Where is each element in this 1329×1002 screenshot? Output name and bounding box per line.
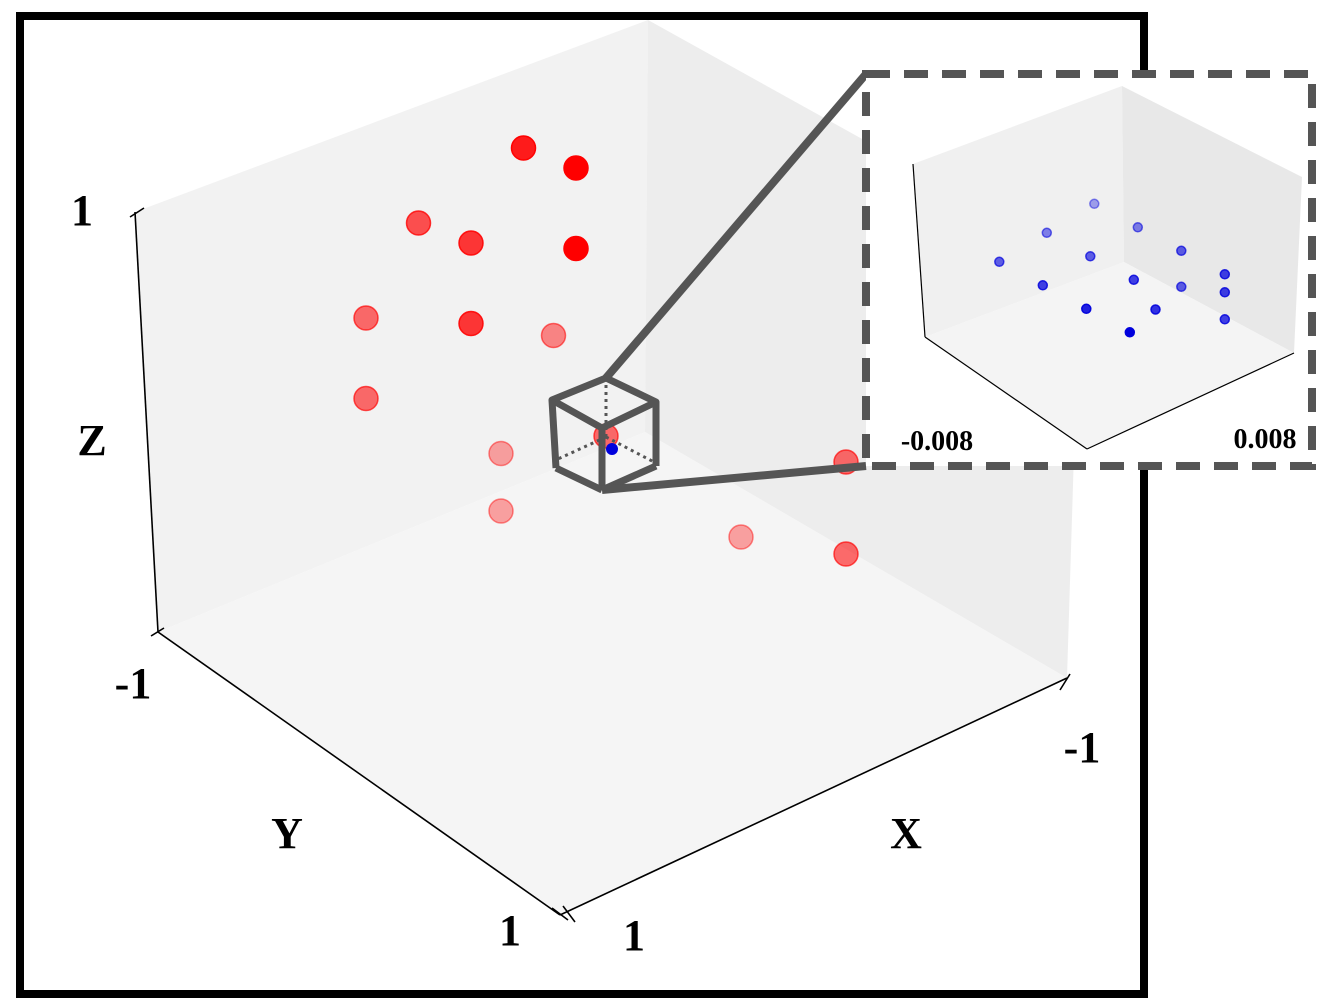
- blue-data-point-9: [1128, 274, 1140, 286]
- x-tick-label-near: 1: [623, 911, 645, 960]
- y-tick-near: [551, 907, 569, 921]
- red-data-point-14: [563, 235, 589, 262]
- x-tick-far: [1059, 673, 1071, 691]
- red-data-point-8: [353, 385, 379, 412]
- y-tick-label-min: -1: [115, 659, 152, 708]
- y-axis-label: Y: [271, 809, 303, 858]
- blue-data-point-6: [1176, 245, 1187, 257]
- blue-data-point-8: [1037, 280, 1049, 291]
- x-tick-near: [562, 905, 576, 923]
- back-right-pane: [645, 20, 1080, 678]
- y-tick-label-max: 1: [499, 906, 521, 955]
- red-data-point-6: [833, 541, 859, 567]
- red-data-point-3: [488, 440, 514, 467]
- inset-back-right-pane: [1122, 86, 1302, 353]
- red-data-point-10: [405, 210, 432, 236]
- blue-data-point-4: [994, 256, 1005, 268]
- blue-data-point-5: [1085, 251, 1096, 262]
- red-data-point-2: [488, 498, 514, 524]
- zoom-connectors: [601, 71, 870, 494]
- blue-data-point-3: [1132, 222, 1144, 233]
- z-tick-bottom: [150, 627, 165, 637]
- red-data-point-4: [540, 322, 567, 349]
- blue-data-point-1: [1089, 198, 1100, 210]
- z-tick-top: [129, 207, 145, 218]
- inset-floor-pane: [925, 262, 1294, 449]
- blue-data-point-2: [1041, 227, 1053, 239]
- x-axis-label: X: [890, 809, 922, 858]
- inset-scatter-points: [994, 198, 1231, 338]
- blue-data-point-14: [1081, 303, 1092, 315]
- blue-data-point-13: [1150, 304, 1161, 315]
- back-left-pane: [135, 20, 648, 632]
- blue-data-point-15: [1124, 327, 1136, 338]
- inset-tick-label-max: 0.008: [1234, 424, 1297, 455]
- red-data-point-15: [563, 155, 589, 181]
- blue-data-point-11: [1219, 287, 1231, 298]
- red-data-point-9: [353, 305, 379, 331]
- z-axis-label: Z: [77, 416, 106, 465]
- origin-cluster-point: [606, 443, 618, 455]
- inset-3d-panes: [912, 86, 1302, 450]
- red-data-point-11: [458, 310, 484, 337]
- inset-tick-label-min: -0.008: [901, 426, 973, 457]
- z-tick-label-max: 1: [71, 186, 93, 235]
- blue-data-point-12: [1219, 314, 1231, 325]
- blue-data-point-7: [1176, 281, 1187, 293]
- x-axis-line: [559, 677, 1068, 916]
- red-data-point-1: [728, 524, 754, 550]
- red-data-point-12: [458, 230, 484, 256]
- inset-back-left-pane: [913, 86, 1124, 337]
- x-tick-label-far: -1: [1064, 723, 1101, 772]
- main-scatter-points: [353, 135, 859, 567]
- blue-data-point-10: [1219, 269, 1231, 280]
- main-axes: [129, 207, 1071, 923]
- y-axis-line: [157, 631, 561, 916]
- z-axis-line: [134, 211, 159, 633]
- red-data-point-13: [510, 135, 537, 161]
